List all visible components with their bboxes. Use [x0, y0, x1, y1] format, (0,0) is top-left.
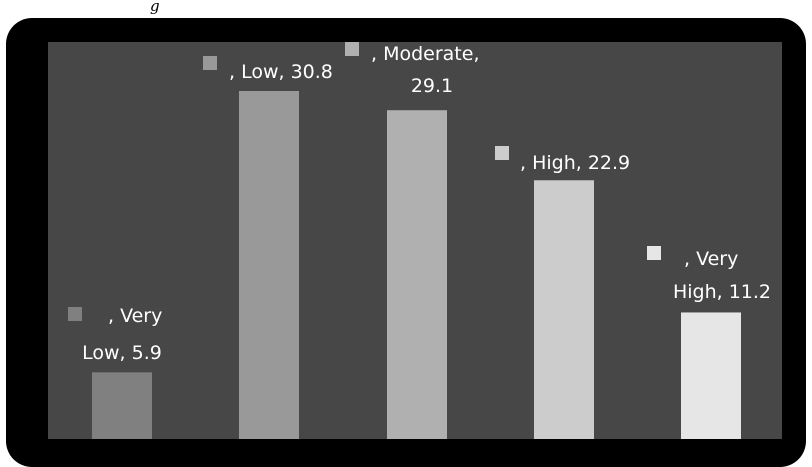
- data-label: , Moderate,: [371, 43, 479, 65]
- bar-high: [534, 180, 594, 439]
- data-label: Low, 5.9: [82, 342, 162, 364]
- legend-key-icon: [203, 56, 217, 70]
- data-labels-group: , Very Low, 5.9 , Low, 30.8 , Moderate, 29.1…: [68, 42, 771, 364]
- data-label: , Very: [108, 305, 162, 327]
- legend-key-icon: [647, 246, 661, 260]
- data-label: , Low, 30.8: [229, 61, 333, 83]
- legend-key-icon: [345, 42, 359, 56]
- data-label: 29.1: [411, 75, 453, 97]
- bars-group: [92, 91, 741, 439]
- caption-fragment: g: [150, 0, 160, 15]
- bar-very-low: [92, 372, 152, 439]
- bar-low: [239, 91, 299, 439]
- data-label: , Very: [684, 248, 738, 270]
- bar-very-high: [681, 312, 741, 439]
- bar-moderate: [387, 110, 447, 439]
- legend-key-icon: [495, 146, 509, 160]
- legend-key-icon: [68, 307, 82, 321]
- data-label: High, 11.2: [673, 281, 771, 303]
- data-label: , High, 22.9: [520, 152, 630, 174]
